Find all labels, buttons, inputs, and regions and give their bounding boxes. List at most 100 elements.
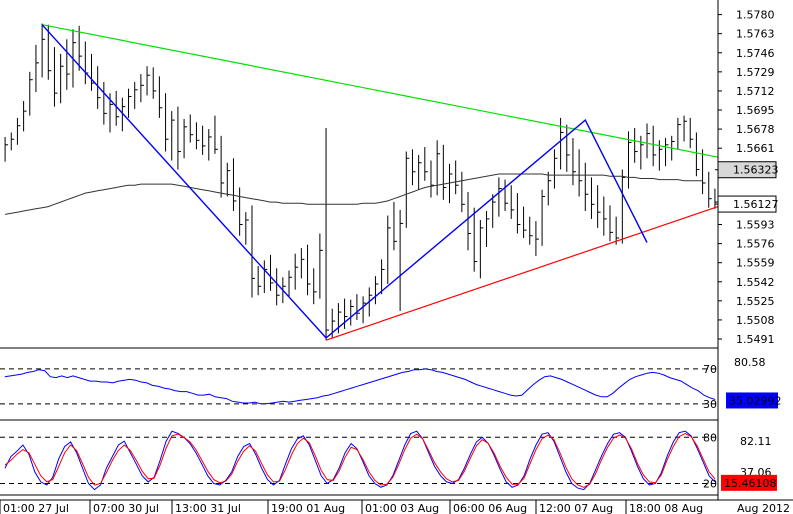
price-bar [658, 140, 663, 171]
price-bar [560, 117, 564, 170]
price-bar [195, 122, 200, 150]
price-bar [177, 106, 181, 170]
price-bar [609, 205, 613, 242]
price-bar [319, 233, 323, 299]
price-bar [572, 138, 576, 186]
price-bar [634, 127, 638, 163]
price-bar [115, 90, 120, 126]
oscillator-series-line [4, 432, 716, 488]
price-bar [140, 74, 144, 103]
moving-average-line [5, 173, 703, 215]
price-bar [251, 205, 255, 298]
price-bar [276, 268, 280, 306]
price-bar [84, 41, 89, 85]
price-bar [535, 221, 539, 256]
price-bar [152, 67, 157, 99]
price-bar [455, 160, 459, 195]
price-bar [10, 132, 15, 151]
rsi-panel: 70 30 80.58 35.02992 [0, 356, 782, 411]
time-axis-label: 18:00 08 Aug [629, 502, 703, 514]
price-bar [590, 177, 595, 219]
price-bar [41, 23, 46, 78]
price-bar [60, 53, 64, 104]
price-bar [461, 171, 465, 213]
price-bar [516, 193, 521, 234]
price-bar [337, 303, 342, 334]
price-bar [553, 149, 558, 189]
time-axis-label: 01:00 27 Jul [3, 502, 69, 514]
price-bar [245, 212, 249, 245]
price-bar [646, 123, 651, 159]
time-axis: 01:00 27 Jul 07:00 30 Jul 13:00 31 Jul 19:0… [0, 500, 790, 514]
price-bar [621, 169, 626, 244]
price-bar [350, 299, 354, 326]
price-bar [603, 196, 607, 236]
price-bar [677, 117, 681, 150]
price-bar [4, 136, 9, 162]
price-label-value: 1.56323 [733, 164, 779, 177]
price-bar [640, 135, 644, 170]
price-axis-label: 1.5508 [736, 314, 775, 327]
price-bar [35, 44, 39, 93]
price-panel: 1.5780 1.5763 1.5746 1.5729 1.5712 1.5695 1.56… [4, 9, 779, 346]
level-label: 80 [703, 431, 717, 444]
price-bar [702, 149, 706, 195]
price-bar [695, 132, 700, 177]
price-bar [510, 185, 515, 219]
time-axis-label: 13:00 31 Jul [175, 502, 241, 514]
price-bar [91, 53, 95, 91]
price-bar [23, 101, 27, 132]
price-bar [683, 115, 688, 142]
time-axis-label: 19:00 01 Aug [271, 502, 345, 514]
price-bar [294, 253, 299, 290]
price-axis-label: 1.5593 [736, 219, 775, 232]
price-bar [597, 185, 601, 228]
price-bar [66, 39, 70, 90]
price-bar [628, 131, 632, 189]
time-axis-label: Aug 2012 [737, 502, 790, 514]
stoch-value: 15.46108 [724, 477, 777, 490]
price-bar [239, 187, 243, 236]
price-bar [356, 294, 360, 320]
rsi-top-value: 80.58 [734, 356, 766, 369]
price-bar [146, 66, 151, 96]
price-axis-label: 1.5576 [736, 238, 775, 251]
price-bar [53, 47, 58, 107]
price-bar [498, 177, 502, 217]
panel-frames [0, 0, 793, 501]
price-bar [547, 171, 552, 206]
time-axis-label: 06:00 06 Aug [453, 502, 527, 514]
price-bar [449, 163, 453, 204]
price-bar [344, 298, 348, 329]
price-bar [584, 162, 589, 212]
price-bar [436, 140, 441, 196]
price-bar [714, 188, 718, 209]
price-bar [442, 144, 447, 200]
price-bar [381, 259, 385, 295]
price-bar [313, 268, 317, 305]
price-axis-label: 1.5746 [736, 47, 775, 60]
rsi-value: 35.02992 [729, 394, 782, 407]
price-bar [165, 93, 169, 152]
price-bar [202, 125, 206, 155]
oscillator-series-line [4, 430, 716, 491]
price-bar [418, 154, 422, 190]
price-bar [128, 88, 132, 118]
price-bar [29, 71, 33, 116]
price-bar [121, 97, 126, 132]
price-bar [226, 162, 231, 197]
stoch-value-box [721, 474, 777, 491]
price-bar [504, 179, 509, 212]
price-axis-label: 1.5729 [736, 66, 775, 79]
price-bar [615, 216, 620, 245]
price-bar [16, 117, 21, 145]
price-bar [529, 216, 533, 245]
price-axis-label: 1.5525 [736, 295, 775, 308]
price-axis-label: 1.5559 [736, 257, 775, 270]
price-bar [103, 81, 107, 125]
price-bar [214, 115, 218, 154]
level-label: 30 [703, 398, 717, 411]
price-bar [232, 158, 237, 212]
